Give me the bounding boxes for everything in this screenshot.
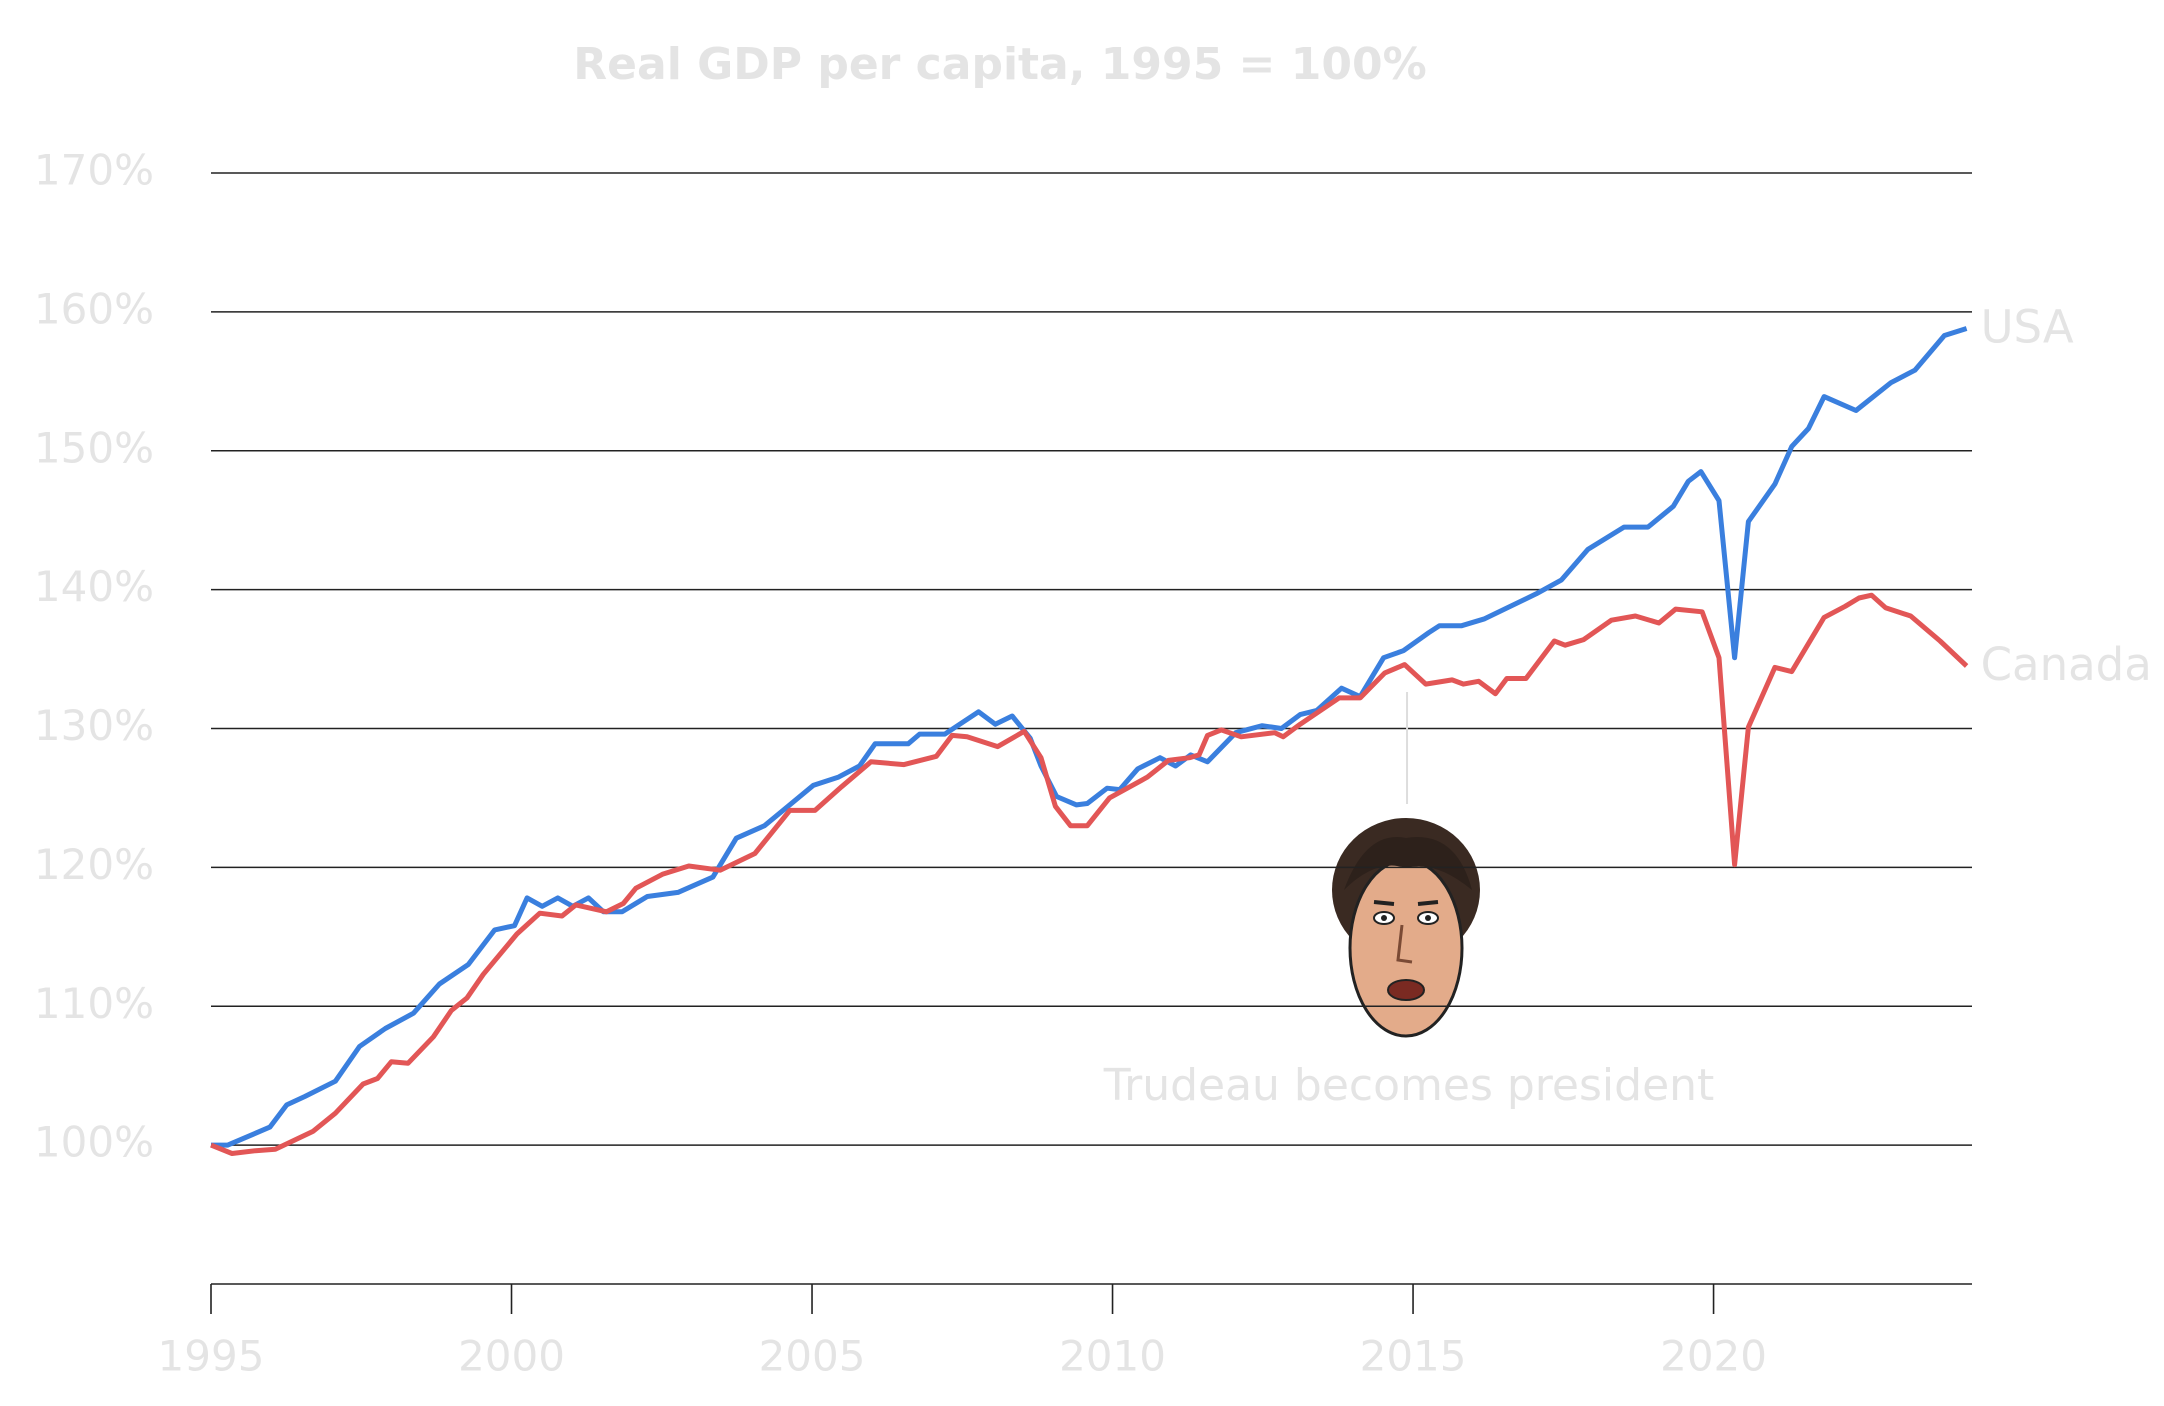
annotation-face [1332, 818, 1480, 1038]
x-tick-label: 2015 [1360, 1332, 1467, 1381]
series-line [210, 592, 1969, 1156]
y-tick-label: 120% [34, 840, 154, 889]
x-tick-label: 2010 [1059, 1332, 1166, 1381]
series-line [211, 326, 1968, 1148]
x-tick-label: 1995 [158, 1332, 265, 1381]
y-tick-label: 140% [34, 562, 154, 611]
x-tick-label: 2005 [759, 1332, 866, 1381]
x-tick-label: 2020 [1660, 1332, 1767, 1381]
chart-title: Real GDP per capita, 1995 = 100% [573, 39, 1426, 90]
y-tick-label: 170% [34, 146, 154, 195]
series-label: USA [1981, 301, 2074, 354]
y-tick-label: 110% [34, 979, 154, 1028]
annotation-text: Trudeau becomes president [1103, 1060, 1715, 1111]
y-tick-label: 130% [34, 701, 154, 750]
x-tick-label: 2000 [458, 1332, 565, 1381]
y-tick-label: 160% [34, 284, 154, 333]
series-label: Canada [1981, 638, 2152, 691]
y-tick-label: 150% [34, 423, 154, 472]
y-tick-label: 100% [34, 1118, 154, 1167]
